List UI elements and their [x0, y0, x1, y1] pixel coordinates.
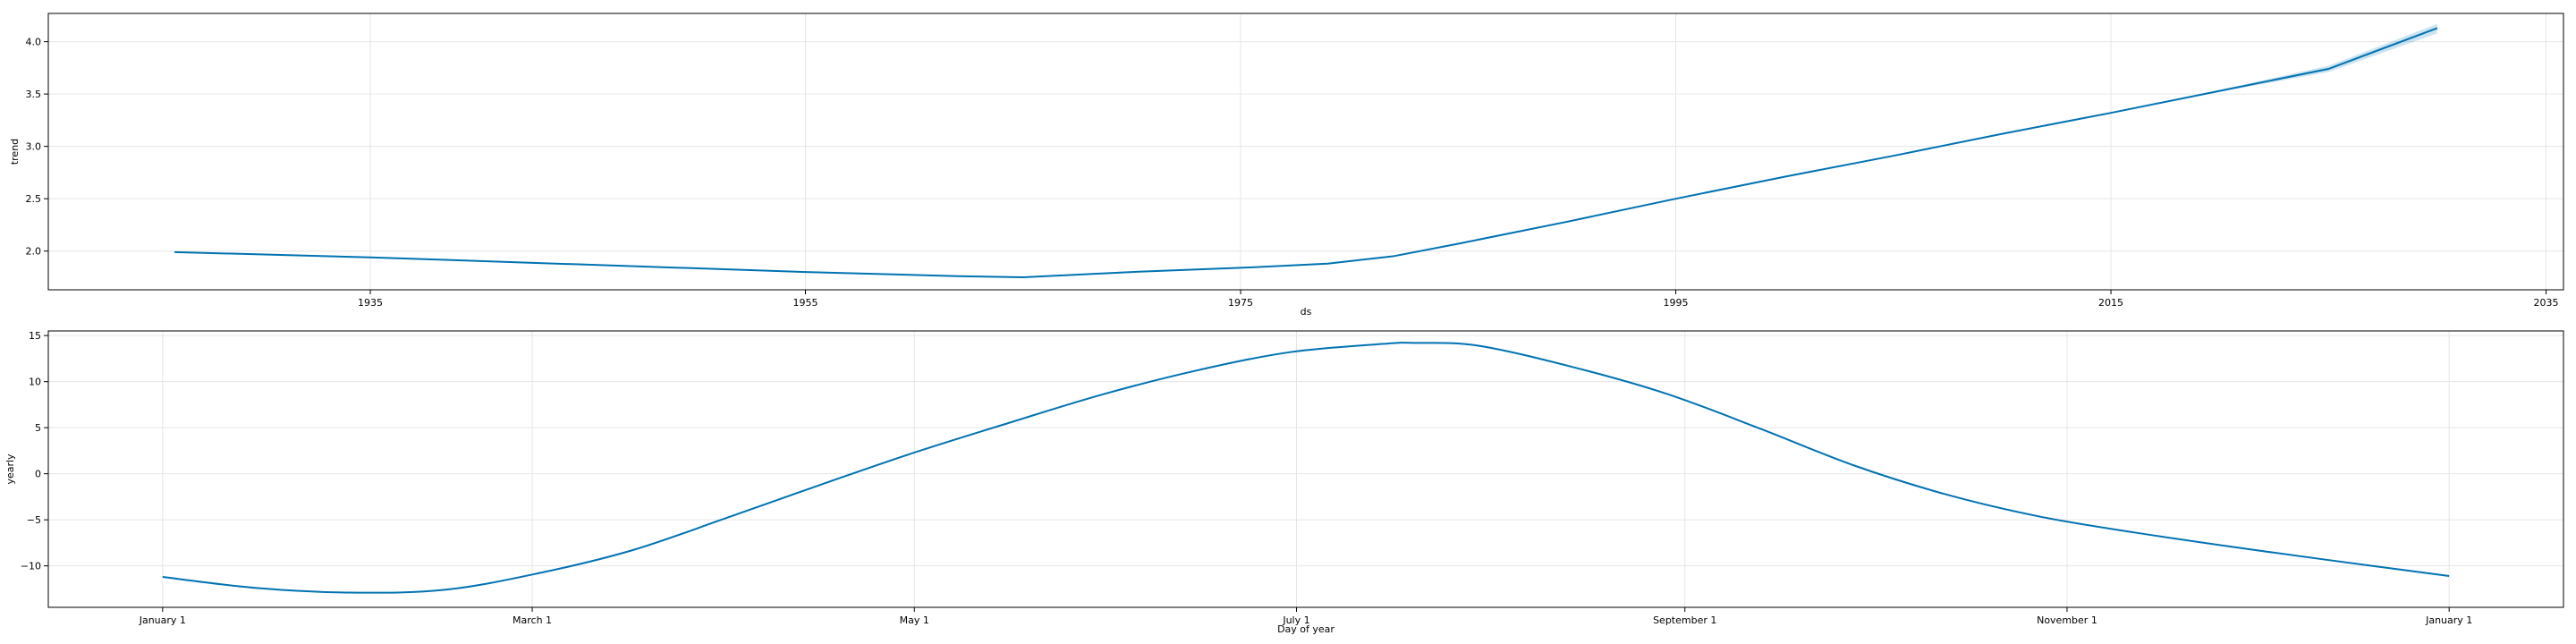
x-tick-label: March 1: [513, 614, 552, 626]
yearly-panel: January 1 March 1 May 1 July 1 September 1 No…: [4, 330, 2564, 635]
y-tick-label: 3.5: [26, 89, 42, 100]
plot-frame: [47, 330, 2564, 608]
y-tick-label: 0: [35, 469, 41, 480]
x-tick-label: July 1: [1282, 614, 1309, 626]
x-tick-label: 1975: [1228, 297, 1253, 309]
y-axis-label: trend: [9, 139, 21, 165]
x-tick-label: May 1: [900, 614, 929, 626]
y-tick-label: 5: [35, 422, 41, 434]
x-tick-label: 1955: [793, 297, 818, 309]
y-axis-label: yearly: [4, 453, 16, 485]
x-tick-label: 2035: [2534, 297, 2559, 309]
y-tick-label: 15: [29, 330, 41, 342]
y-tick-label: 3.0: [26, 141, 42, 153]
y-tick-label: −10: [21, 561, 41, 572]
y-tick-label: 4.0: [26, 37, 42, 48]
x-tick-label: September 1: [1653, 614, 1716, 626]
x-axis-label: Day of year: [1277, 623, 1335, 635]
x-tick-label: November 1: [2037, 614, 2097, 626]
trend-panel: 1935 1955 1975 1995 2015 2035 2.0 2.5 3.0 3.5 4.0 d…: [9, 13, 2564, 318]
x-tick-label: January 1: [2425, 614, 2472, 626]
x-tick-label: 2015: [2098, 297, 2123, 309]
y-tick-label: 2.5: [26, 193, 42, 205]
y-tick-label: 2.0: [26, 246, 42, 258]
y-tick-label: 10: [29, 377, 41, 388]
x-tick-label: 1935: [358, 297, 383, 309]
yearly-line: [162, 342, 2450, 594]
plot-frame: [47, 13, 2564, 291]
x-axis-label: ds: [1301, 306, 1312, 318]
uncertainty-band: [174, 23, 2437, 277]
x-tick-label: 1995: [1664, 297, 1689, 309]
trend-line: [174, 27, 2438, 278]
x-tick-label: January 1: [139, 614, 186, 626]
y-tick-label: −5: [27, 514, 41, 526]
